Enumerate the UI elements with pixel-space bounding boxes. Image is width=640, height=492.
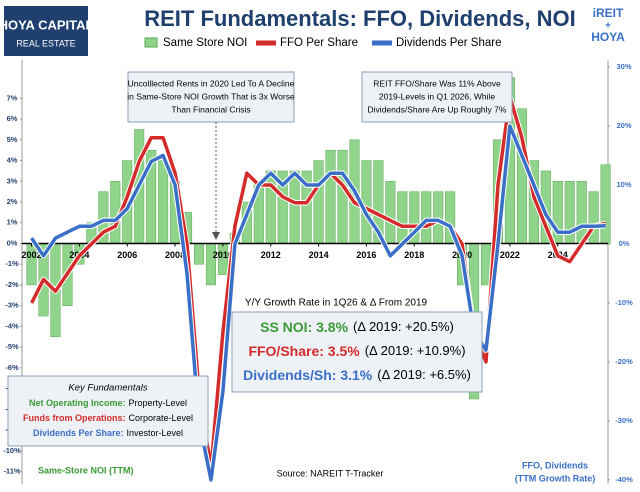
x-tick-label: 2008 — [165, 250, 185, 260]
summary-row: Dividends/Sh: 3.1% (Δ 2019: +6.5%) — [243, 367, 471, 383]
key-level: Corporate-Level — [128, 413, 193, 423]
annotation-text: Uncolllected Rents in 2020 Led To A Decl… — [128, 78, 295, 88]
legend-label: Dividends Per Share — [396, 37, 501, 49]
summary-delta: (Δ 2019: +6.5%) — [377, 367, 471, 382]
y-tick-label: -4% — [5, 321, 19, 330]
summary-delta: (Δ 2019: +10.9%) — [365, 343, 466, 358]
logo-left-name: HOYA CAPITAL — [0, 17, 93, 32]
line — [30, 124, 606, 482]
summary-box — [231, 311, 483, 393]
legend-swatch — [144, 37, 158, 48]
y2-tick-label: 0% — [619, 239, 630, 248]
key-level: Property-Level — [128, 398, 187, 408]
logo-left-sub: REAL ESTATE — [16, 38, 75, 48]
y2-tick-label: -20% — [615, 357, 633, 366]
y-tick-label: 1% — [7, 218, 18, 227]
key-term: Funds from Operations: — [23, 413, 126, 423]
x-tick-label: 2014 — [309, 250, 329, 260]
key-row: Net Operating Income: Property-Level — [29, 398, 187, 408]
annotation-text: REIT FFO/Share Was 11% Above — [373, 78, 501, 88]
y2-tick-label: -40% — [615, 475, 633, 484]
x-tick-label: 2018 — [404, 250, 424, 260]
logo-right-mid: + — [605, 21, 611, 32]
annotation-box — [127, 71, 295, 123]
summary-head: SS NOI: 3.8% — [260, 319, 348, 335]
summary-row: FFO/Share: 3.5% (Δ 2019: +10.9%) — [248, 343, 465, 359]
x-tick-label: 2022 — [500, 250, 520, 260]
bar — [421, 191, 432, 244]
y2-tick-label: 30% — [616, 62, 631, 71]
legend-label: Same Store NOI — [163, 37, 247, 49]
key-title: Key Fundamentals — [68, 383, 147, 394]
plot-area: -11%-10%-9%-8%-7%-6%-5%-4%-3%-2%-1%0%1%2… — [3, 60, 633, 484]
x-tick-label: 2010 — [213, 250, 233, 260]
summary-title: Y/Y Growth Rate in 1Q26 & Δ From 2019 — [245, 298, 428, 309]
y2-tick-label: -10% — [615, 298, 633, 307]
y-tick-label: 3% — [7, 176, 18, 185]
summary-row: SS NOI: 3.8% (Δ 2019: +20.5%) — [260, 319, 454, 335]
key-row: Dividends Per Share: Investor-Level — [33, 428, 183, 438]
y2-tick-label: -30% — [615, 416, 633, 425]
bar — [289, 170, 300, 244]
x-tick-label: 2016 — [356, 250, 376, 260]
bar — [158, 160, 169, 244]
legend-label: FFO Per Share — [280, 37, 358, 49]
y2-axis-label: (TTM Growth Rate) — [515, 473, 596, 483]
summary-delta: (Δ 2019: +20.5%) — [353, 319, 454, 334]
y-axis-label: Same-Store NOI (TTM) — [38, 465, 134, 475]
annotation-box — [361, 71, 513, 123]
key-level: Investor-Level — [127, 428, 184, 438]
bar — [265, 170, 276, 244]
bar — [325, 149, 336, 244]
y-tick-label: -1% — [5, 259, 19, 268]
key-row: Funds from Operations: Corporate-Level — [23, 413, 193, 423]
logo-right-top: iREIT — [593, 6, 624, 20]
annotation-text: in Same-Store NOI Growth That is 3x Wors… — [127, 91, 295, 101]
summary-head: Dividends/Sh: 3.1% — [243, 367, 373, 383]
chart-title: REIT Fundamentals: FFO, Dividends, NOI — [144, 6, 575, 31]
annotation-text: 2019-Levels in Q1 2026, While — [379, 91, 496, 101]
y-tick-label: 2% — [7, 197, 18, 206]
x-tick-label: 2012 — [261, 250, 281, 260]
x-tick-label: 2002 — [22, 250, 42, 260]
y2-tick-label: 20% — [616, 121, 631, 130]
bar — [600, 164, 611, 244]
y-tick-label: -5% — [5, 342, 19, 351]
y-tick-label: -6% — [5, 363, 19, 372]
y2-axis-label: FFO, Dividends — [522, 460, 588, 470]
source: Source: NAREIT T-Tracker — [277, 468, 384, 478]
logo-right-bottom: HOYA — [591, 30, 625, 44]
annotation-text: Than Financial Crisis — [171, 104, 250, 114]
y-tick-label: 7% — [7, 93, 18, 102]
y-tick-label: -3% — [5, 301, 19, 310]
y-tick-label: 0% — [7, 238, 18, 247]
y2-tick-label: 10% — [616, 180, 631, 189]
overlays: Uncolllected Rents in 2020 Led To A Decl… — [7, 71, 513, 447]
key-term: Net Operating Income: — [29, 398, 126, 408]
y-tick-label: -11% — [3, 467, 20, 476]
annotation-arrowhead — [212, 232, 220, 240]
x-tick-label: 2006 — [117, 250, 137, 260]
logo-left-box — [4, 6, 88, 56]
summary-head: FFO/Share: 3.5% — [248, 343, 360, 359]
y-tick-label: -10% — [3, 446, 21, 455]
bar — [397, 191, 408, 244]
key-term: Dividends Per Share: — [33, 428, 124, 438]
annotation-text: Dividends/Share Are Up Roughly 7% — [368, 104, 507, 114]
y-tick-label: -2% — [5, 280, 19, 289]
y-tick-label: 5% — [7, 135, 18, 144]
bar — [313, 160, 324, 244]
y-tick-label: 6% — [7, 114, 18, 123]
bar — [433, 191, 444, 244]
bar — [193, 243, 205, 265]
bar — [337, 149, 348, 244]
bar — [385, 181, 396, 244]
y-tick-label: 4% — [7, 156, 18, 165]
key-box — [7, 375, 209, 447]
